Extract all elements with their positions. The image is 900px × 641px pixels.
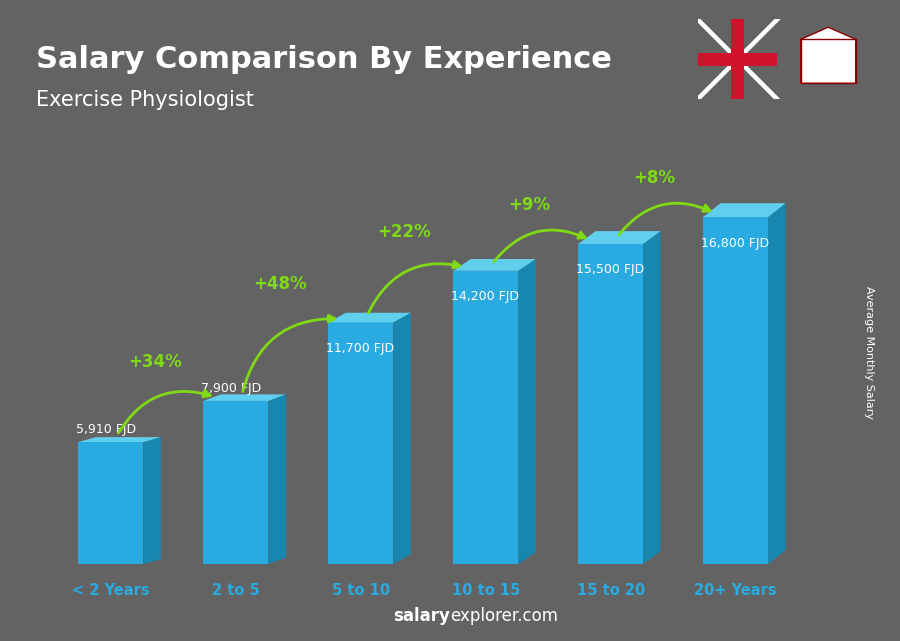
- Text: 2 to 5: 2 to 5: [212, 583, 260, 597]
- Polygon shape: [578, 244, 644, 564]
- Text: 14,200 FJD: 14,200 FJD: [451, 290, 518, 303]
- Polygon shape: [518, 259, 536, 564]
- Polygon shape: [268, 394, 286, 564]
- Polygon shape: [328, 322, 393, 564]
- Bar: [731, 19, 744, 99]
- Text: +9%: +9%: [508, 196, 551, 214]
- Text: 10 to 15: 10 to 15: [452, 583, 520, 597]
- Polygon shape: [78, 437, 161, 442]
- Polygon shape: [203, 401, 268, 564]
- Polygon shape: [801, 28, 856, 83]
- Text: +8%: +8%: [634, 169, 675, 187]
- Text: 16,800 FJD: 16,800 FJD: [700, 237, 769, 249]
- Polygon shape: [703, 203, 786, 217]
- Bar: [801, 39, 856, 83]
- Text: Average Monthly Salary: Average Monthly Salary: [863, 286, 874, 419]
- Bar: [698, 55, 778, 63]
- Polygon shape: [454, 259, 536, 271]
- Text: +48%: +48%: [253, 275, 306, 293]
- Polygon shape: [578, 231, 661, 244]
- Text: 15,500 FJD: 15,500 FJD: [576, 263, 644, 276]
- Text: explorer.com: explorer.com: [450, 607, 558, 625]
- Polygon shape: [768, 203, 786, 564]
- Polygon shape: [644, 231, 661, 564]
- Text: +22%: +22%: [378, 223, 431, 241]
- Bar: [734, 19, 741, 99]
- Text: Salary Comparison By Experience: Salary Comparison By Experience: [36, 45, 612, 74]
- Polygon shape: [703, 217, 768, 564]
- Text: 11,700 FJD: 11,700 FJD: [326, 342, 394, 355]
- Text: 5 to 10: 5 to 10: [332, 583, 390, 597]
- Text: < 2 Years: < 2 Years: [72, 583, 149, 597]
- Text: 20+ Years: 20+ Years: [694, 583, 777, 597]
- Text: Exercise Physiologist: Exercise Physiologist: [36, 90, 254, 110]
- Polygon shape: [143, 437, 161, 564]
- Text: 7,900 FJD: 7,900 FJD: [201, 382, 261, 395]
- Polygon shape: [393, 313, 410, 564]
- Text: salary: salary: [393, 607, 450, 625]
- Text: 5,910 FJD: 5,910 FJD: [76, 424, 136, 437]
- Text: 15 to 20: 15 to 20: [577, 583, 644, 597]
- Polygon shape: [203, 394, 286, 401]
- Bar: [698, 53, 778, 65]
- Polygon shape: [454, 271, 518, 564]
- Polygon shape: [78, 442, 143, 564]
- Text: +34%: +34%: [128, 353, 182, 371]
- Polygon shape: [328, 313, 410, 322]
